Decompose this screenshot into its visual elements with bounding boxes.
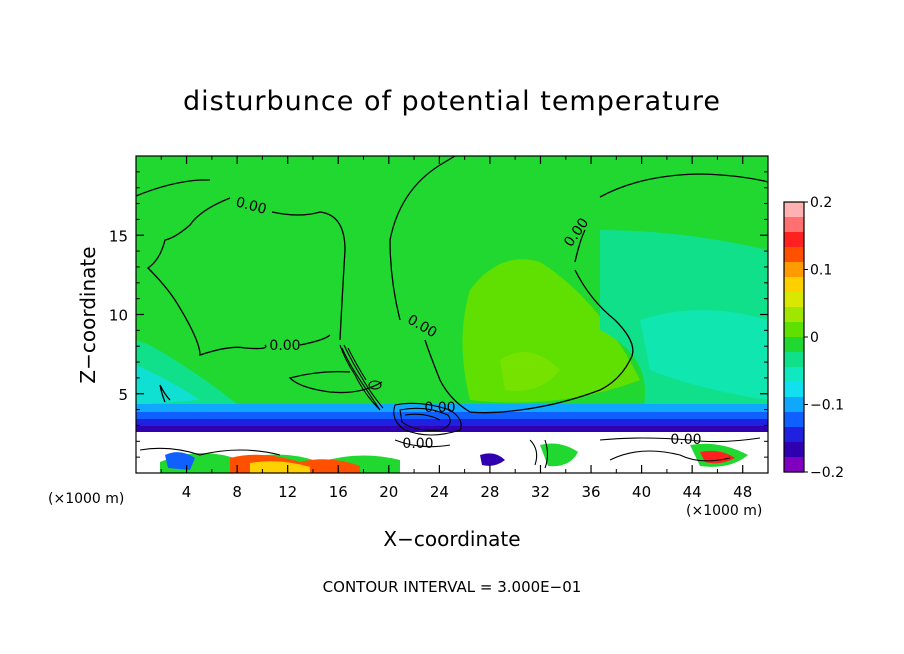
colorbar-swatch bbox=[784, 307, 804, 323]
colorbar-swatch bbox=[784, 202, 804, 218]
contour-label: 0.00 bbox=[402, 436, 433, 452]
colorbar-tick-label: −0.1 bbox=[810, 398, 844, 414]
x-tick-label: 8 bbox=[232, 483, 242, 501]
colorbar-swatch bbox=[784, 337, 804, 353]
colorbar-tick-label: 0.1 bbox=[810, 263, 832, 279]
x-tick-label: 40 bbox=[632, 483, 651, 501]
contour-label: 0.00 bbox=[234, 194, 268, 218]
x-unit-label: (×1000 m) bbox=[686, 503, 763, 519]
colorbar-swatch bbox=[784, 277, 804, 293]
contour-label: 0.00 bbox=[670, 432, 701, 448]
x-tick-label: 36 bbox=[581, 483, 600, 501]
colorbar-swatch bbox=[784, 217, 804, 233]
colorbar-swatch bbox=[784, 232, 804, 248]
x-tick-label: 44 bbox=[683, 483, 702, 501]
y-tick-label: 10 bbox=[109, 307, 128, 325]
colorbar-swatch bbox=[784, 352, 804, 368]
x-axis-label: X−coordinate bbox=[383, 527, 521, 551]
colorbar-tick-label: −0.2 bbox=[810, 465, 844, 481]
y-tick-label: 15 bbox=[109, 227, 128, 245]
colorbar-swatch bbox=[784, 262, 804, 278]
dense-contours bbox=[139, 344, 761, 469]
colorbar: 0.2 0.1 0 −0.1 −0.2 bbox=[783, 195, 844, 481]
colorbar-swatch bbox=[784, 427, 804, 443]
colorbar-swatch bbox=[784, 322, 804, 338]
x-axis-ticks: 4 8 12 16 20 24 28 32 36 40 44 48 bbox=[160, 156, 752, 501]
field-shading bbox=[136, 156, 768, 473]
colorbar-swatch bbox=[784, 442, 804, 458]
x-tick-label: 24 bbox=[430, 483, 449, 501]
contour-interval-note: CONTOUR INTERVAL = 3.000E−01 bbox=[322, 578, 582, 596]
contour-label: 0.00 bbox=[269, 338, 300, 354]
x-tick-label: 16 bbox=[329, 483, 348, 501]
colorbar-tick-label: 0.2 bbox=[810, 195, 832, 211]
colorbar-swatch bbox=[784, 412, 804, 428]
x-tick-label: 12 bbox=[278, 483, 297, 501]
z-unit-label: (×1000 m) bbox=[48, 491, 125, 507]
x-tick-label: 20 bbox=[379, 483, 398, 501]
chart-title: disturbunce of potential temperature bbox=[183, 86, 721, 117]
contour-label: 0.00 bbox=[424, 400, 455, 416]
x-tick-label: 48 bbox=[733, 483, 752, 501]
colorbar-swatch bbox=[784, 247, 804, 263]
colorbar-swatch bbox=[784, 292, 804, 308]
x-tick-label: 32 bbox=[531, 483, 550, 501]
colorbar-swatch bbox=[784, 397, 804, 413]
contour-lines bbox=[136, 156, 768, 414]
y-axis-ticks: 5 10 15 bbox=[109, 171, 768, 458]
colorbar-swatch bbox=[784, 457, 804, 473]
y-tick-label: 5 bbox=[118, 386, 128, 404]
colorbar-tick-label: 0 bbox=[810, 330, 819, 346]
x-tick-label: 28 bbox=[480, 483, 499, 501]
colorbar-swatch bbox=[784, 367, 804, 383]
colorbar-swatch bbox=[784, 382, 804, 398]
x-tick-label: 4 bbox=[182, 483, 192, 501]
